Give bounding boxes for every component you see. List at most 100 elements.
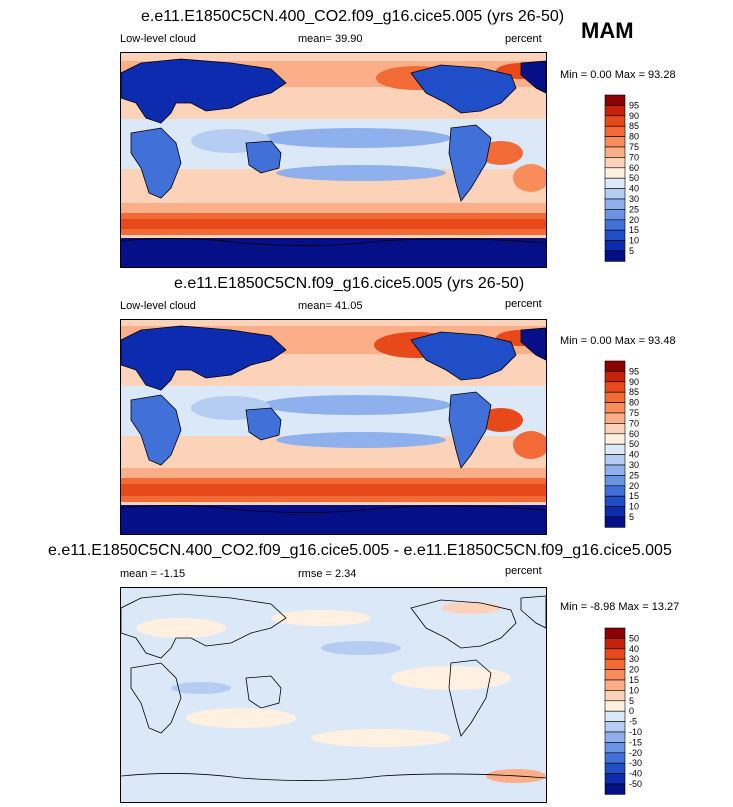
southern-ocean-core (121, 484, 546, 496)
panel2-units-label: percent (505, 298, 542, 310)
colorbar-swatch (604, 773, 626, 785)
colorbar-tick-label: 5 (629, 246, 634, 256)
africa-coast (130, 662, 182, 734)
colorbar-tick-label: 5 (629, 696, 634, 706)
colorbar-swatch (604, 742, 626, 754)
colorbar-tick-label: 25 (629, 470, 639, 480)
colorbar-swatch (604, 700, 626, 712)
colorbar-swatch (604, 167, 626, 179)
antarctica-coast (121, 773, 546, 781)
greenland-land (520, 60, 546, 94)
diff-patch (271, 610, 371, 626)
panel3-units-label: percent (505, 565, 542, 577)
south-america-land (448, 391, 492, 469)
south-america-coast (448, 659, 492, 737)
panel2-mean-label: mean= 41.05 (298, 300, 363, 312)
north-america-land (410, 331, 517, 381)
colorbar-tick-label: 90 (629, 111, 639, 121)
colorbar-swatch (604, 658, 626, 670)
colorbar-tick-label: -5 (629, 717, 637, 727)
panel3-title: e.e11.E1850C5CN.400_CO2.f09_g16.cice5.00… (48, 542, 672, 559)
colorbar-tick-label: 10 (629, 236, 639, 246)
panel3-minmax-label: Min = -8.98 Max = 13.27 (560, 601, 680, 613)
eurasia-coast (121, 593, 287, 659)
panel1-colorbar: 95 90 85 80 75 70 60 50 40 30 25 20 15 10 5 (604, 94, 641, 262)
southern-ocean-edge (121, 203, 546, 213)
africa-land (130, 127, 182, 199)
southern-ocean-core (121, 219, 546, 229)
colorbar-swatch (604, 762, 626, 774)
colorbar-swatch (604, 219, 626, 231)
diff-patch-cool (171, 682, 231, 694)
panel2-minmax-label: Min = 0.00 Max = 93.48 (560, 335, 676, 347)
colorbar-tick-label: -40 (629, 769, 642, 779)
diff-patch (311, 729, 451, 747)
colorbar-swatch (604, 136, 626, 148)
colorbar-swatch (604, 731, 626, 743)
tropical-blue-band-1 (261, 395, 451, 415)
colorbar-tick-label: 0 (629, 706, 634, 716)
colorbar-tick-label: 85 (629, 121, 639, 131)
peru-stratocumulus (479, 408, 523, 432)
tropical-blue-band-1 (261, 128, 451, 148)
antarctica-land (121, 505, 546, 534)
colorbar-swatch (604, 157, 626, 169)
tropical-blue-band-2 (276, 165, 446, 181)
colorbar-tick-label: -10 (629, 727, 642, 737)
australia-land (245, 140, 282, 174)
colorbar-tick-label: 80 (629, 132, 639, 142)
panel1-left-label: Low-level cloud (120, 33, 196, 45)
colorbar-tick-label: 60 (629, 429, 639, 439)
colorbar-swatch (604, 433, 626, 445)
colorbar-swatch (604, 240, 626, 252)
panel2-title: e.e11.E1850C5CN.f09_g16.cice5.005 (yrs 2… (174, 275, 525, 292)
south-america-land (448, 124, 492, 202)
colorbar-tick-label: 15 (629, 675, 639, 685)
colorbar-swatch (604, 198, 626, 210)
australia-land (245, 407, 282, 441)
colorbar-swatch (604, 412, 626, 424)
antarctica-coast (121, 238, 546, 246)
colorbar-tick-label: 20 (629, 215, 639, 225)
colorbar-tick-label: -15 (629, 737, 642, 747)
panel1-title: e.e11.E1850C5CN.400_CO2.f09_g16.cice5.00… (141, 8, 565, 25)
colorbar-tick-label: -30 (629, 758, 642, 768)
colorbar-tick-label: 20 (629, 665, 639, 675)
colorbar-tick-label: 50 (629, 173, 639, 183)
colorbar-tick-label: 60 (629, 163, 639, 173)
colorbar-swatch (604, 209, 626, 221)
diff-patch-cool (321, 641, 401, 655)
colorbar-swatch (604, 188, 626, 200)
colorbar-tick-label: 20 (629, 481, 639, 491)
colorbar-swatch (604, 454, 626, 466)
colorbar-swatch (604, 464, 626, 476)
colorbar-tick-label: 75 (629, 408, 639, 418)
panel3-map (120, 587, 547, 803)
north-america-coast (410, 599, 517, 649)
panel3-rmse-label: rmse = 2.34 (298, 568, 357, 580)
greenland-coast (520, 595, 546, 629)
colorbar-swatch (604, 250, 626, 262)
panel1-minmax-label: Min = 0.00 Max = 93.28 (560, 69, 676, 81)
colorbar-swatch (604, 105, 626, 117)
colorbar-tick-label: 85 (629, 387, 639, 397)
colorbar-swatch (604, 648, 626, 660)
antarctica-land (121, 238, 546, 267)
colorbar-tick-label: -50 (629, 779, 642, 789)
colorbar-swatch (604, 423, 626, 435)
season-label: MAM (581, 18, 634, 43)
colorbar-tick-label: 10 (629, 502, 639, 512)
colorbar-swatch (604, 146, 626, 158)
panel2-left-label: Low-level cloud (120, 300, 196, 312)
north-america-land (410, 64, 517, 114)
diff-patch-warm (441, 602, 501, 614)
colorbar-swatch (604, 710, 626, 722)
panel2-map (120, 319, 547, 535)
colorbar-tick-label: 40 (629, 644, 639, 654)
colorbar-swatch (604, 516, 626, 528)
colorbar-tick-label: 25 (629, 204, 639, 214)
namibia-stratocumulus (513, 164, 546, 192)
colorbar-tick-label: 95 (629, 100, 639, 110)
colorbar-swatch (604, 638, 626, 650)
diff-patch (186, 708, 296, 728)
